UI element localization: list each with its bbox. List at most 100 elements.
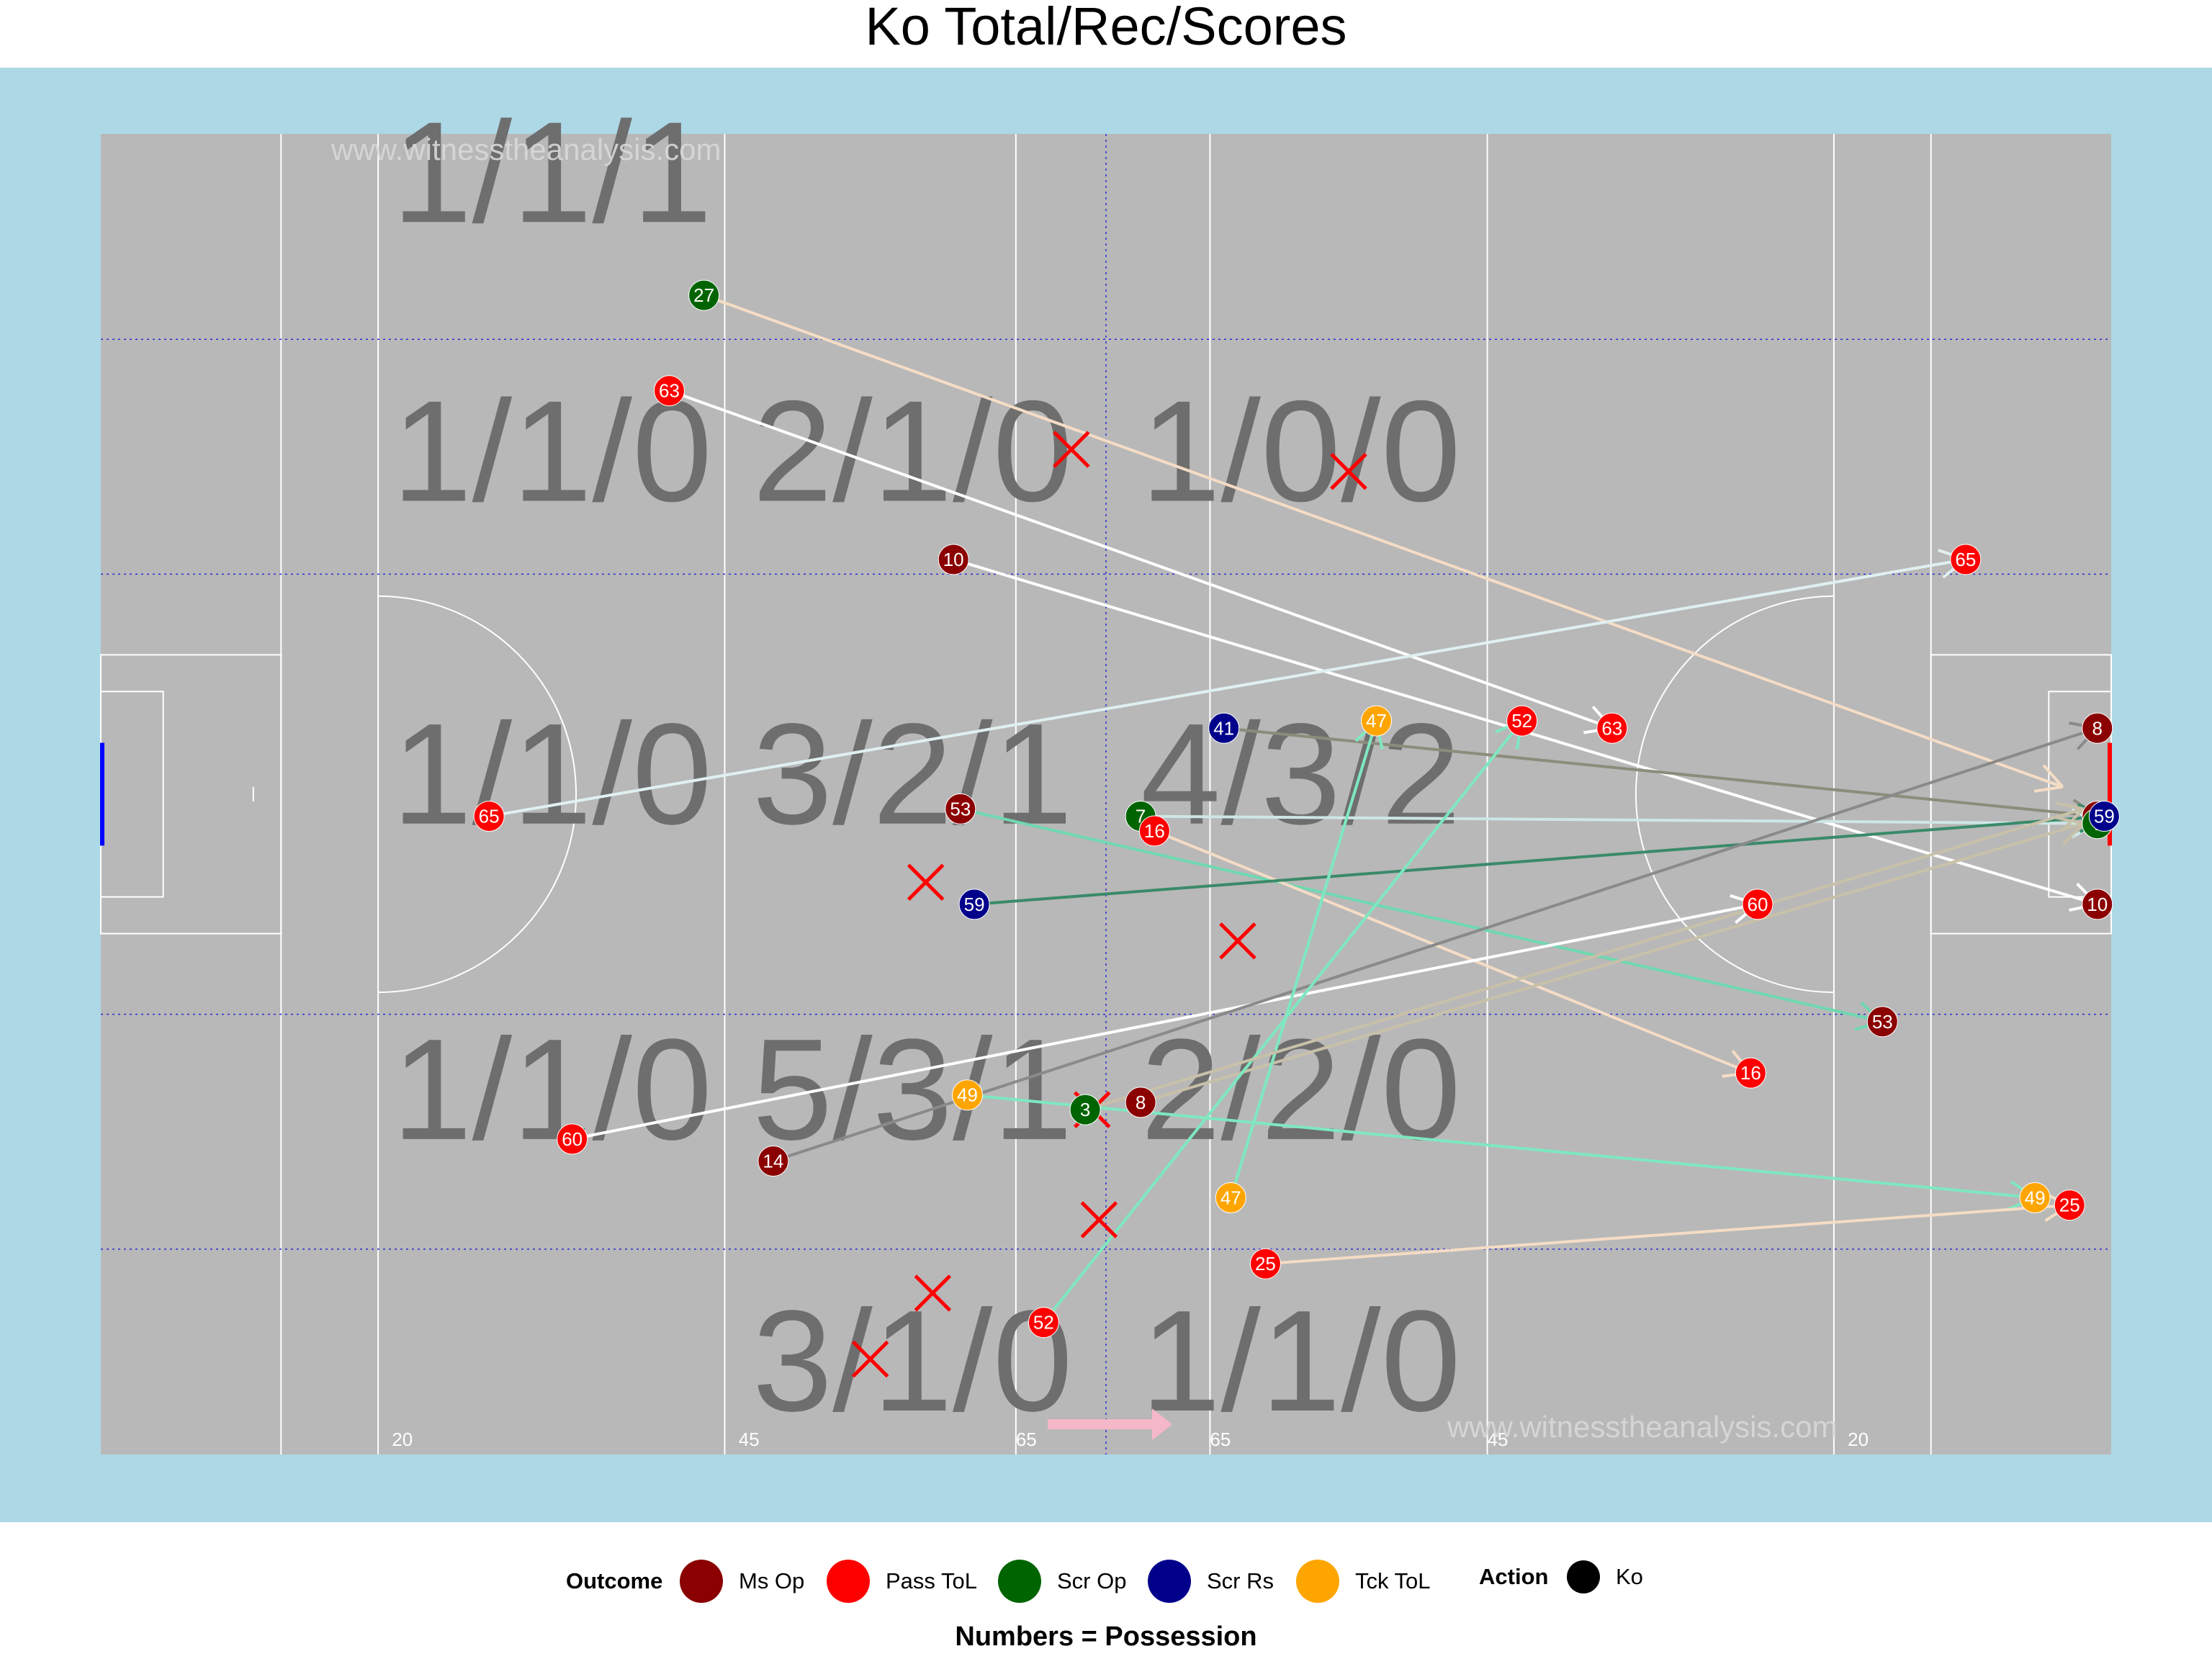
kickout-end-marker xyxy=(1742,889,1773,920)
miss-x-mark xyxy=(1219,922,1256,960)
kickout-end-label: 63 xyxy=(1601,717,1622,739)
chart-title: Ko Total/Rec/Scores xyxy=(865,0,1347,56)
kickout-end-label: 10 xyxy=(2087,894,2108,915)
kickout-points: 2763631010656541145353771616595960601484… xyxy=(473,279,2120,1339)
yard-label: 20 xyxy=(392,1429,413,1450)
kickout-end-marker xyxy=(1950,544,1982,575)
kickout-line xyxy=(1265,1203,2070,1266)
kickout-arrowhead xyxy=(2042,764,2064,788)
kickout-start-marker xyxy=(938,544,969,575)
legend-action-swatch xyxy=(1567,1560,1600,1593)
kickout-end-label: 16 xyxy=(1740,1062,1761,1084)
kickout-line xyxy=(668,389,1613,730)
kickout-start-marker xyxy=(1215,1182,1246,1213)
kickout-start-marker xyxy=(1069,1094,1101,1125)
legend-outcome-title: Outcome xyxy=(566,1568,663,1593)
legend-item: Pass ToL xyxy=(827,1560,977,1603)
kickout-start-label: 27 xyxy=(693,284,714,306)
kickout-start-marker xyxy=(757,1145,789,1177)
kickout-end-label: 65 xyxy=(1955,549,1976,570)
kickout-end-marker xyxy=(1506,705,1538,737)
kickout-start-marker xyxy=(1249,1248,1281,1280)
zone-label: 3/2/1 xyxy=(752,694,1073,855)
kickout-start-marker xyxy=(1208,712,1240,744)
zone-label: 1/1/0 xyxy=(392,1010,712,1170)
miss-x-mark xyxy=(1053,431,1090,468)
kickout-start-marker xyxy=(473,801,505,832)
kickout-arrowhead xyxy=(2033,785,2063,793)
miss-x-mark xyxy=(914,1274,952,1312)
kickout-end-label: 60 xyxy=(1748,894,1768,915)
yard-label: 45 xyxy=(739,1429,760,1450)
legend-action-label: Ko xyxy=(1616,1564,1643,1589)
kickout-end-label: 53 xyxy=(1872,1011,1893,1033)
zone-label: 4/3/2 xyxy=(1141,694,1461,855)
kickout-end-marker xyxy=(2088,801,2120,832)
watermark: www.witnesstheanalysis.com xyxy=(331,132,721,166)
legend-swatch xyxy=(1148,1560,1191,1603)
yard-label: 65 xyxy=(1210,1429,1231,1450)
kickout-line xyxy=(960,807,1883,1023)
legend-swatch xyxy=(827,1560,870,1603)
kickout-start-label: 25 xyxy=(1255,1253,1276,1274)
yard-label: 65 xyxy=(1016,1429,1037,1450)
grid-lines xyxy=(101,134,2111,1455)
kickout-start-label: 16 xyxy=(1144,820,1165,842)
legend-item: Tck ToL xyxy=(1296,1560,1431,1603)
kickout-start-label: 41 xyxy=(1213,717,1234,739)
watermarks: www.witnesstheanalysis.com www.witnessthe… xyxy=(331,132,1838,1444)
legend-action-item: Ko xyxy=(1567,1555,1643,1599)
watermark: www.witnesstheanalysis.com xyxy=(1447,1410,1838,1444)
kickout-line xyxy=(974,814,2105,906)
kickout-arrowhead xyxy=(2054,816,2084,825)
kickout-start-marker xyxy=(557,1123,588,1155)
kickout-end-label: 59 xyxy=(2094,806,2115,827)
kickout-end-marker xyxy=(1596,712,1628,744)
kickout-end-label: 8 xyxy=(2092,717,2103,739)
kickout-end-marker xyxy=(1360,705,1392,737)
miss-marks xyxy=(851,431,1367,1378)
legend-label: Ms Op xyxy=(739,1568,805,1593)
kickout-start-label: 10 xyxy=(943,549,964,570)
kickout-start-label: 52 xyxy=(1033,1312,1054,1334)
arc-left xyxy=(378,595,577,994)
kickout-end-marker xyxy=(1866,1006,1898,1038)
kickout-start-label: 53 xyxy=(950,798,971,819)
kickout-start-label: 63 xyxy=(659,380,680,402)
legend-swatch xyxy=(680,1560,723,1603)
zone-label: 5/3/1 xyxy=(752,1010,1073,1170)
zone-label: 1/1/0 xyxy=(392,694,712,855)
kickout-line xyxy=(1042,719,1524,1323)
kickout-start-label: 8 xyxy=(1136,1092,1146,1113)
miss-x-mark xyxy=(851,1340,889,1378)
kickout-start-marker xyxy=(653,375,685,407)
kickout-line xyxy=(572,902,1758,1141)
kickout-end-marker xyxy=(1735,1057,1766,1089)
legend-swatch xyxy=(1296,1560,1339,1603)
kickout-start-marker xyxy=(958,889,990,920)
zone-label: 2/2/0 xyxy=(1141,1010,1461,1170)
kickout-start-label: 3 xyxy=(1080,1099,1090,1120)
kickout-start-label: 47 xyxy=(1220,1187,1241,1208)
kickout-end-marker xyxy=(2082,889,2113,920)
kickout-line xyxy=(1140,822,2085,1104)
kickout-end-label: 25 xyxy=(2059,1195,2080,1216)
kickout-start-label: 59 xyxy=(964,894,985,915)
miss-x-mark xyxy=(907,863,945,902)
arc-right xyxy=(1635,595,1834,994)
miss-x-mark xyxy=(1330,452,1367,490)
kickout-start-label: 49 xyxy=(957,1084,978,1106)
kickout-line xyxy=(488,557,1966,818)
kickout-arrowhead xyxy=(2062,822,2085,845)
zone-label: 1/1/0 xyxy=(1141,1281,1461,1442)
kickout-line xyxy=(1141,814,2098,825)
kickout-arrowhead xyxy=(2062,807,2085,831)
kickout-start-marker xyxy=(688,279,720,311)
legend-label: Scr Op xyxy=(1057,1568,1127,1593)
yard-labels: 20 45 65 65 45 20 xyxy=(392,1429,1869,1450)
kickout-end-label: 47 xyxy=(1366,710,1387,732)
zone-label: 3/1/0 xyxy=(752,1281,1073,1442)
yard-label: 20 xyxy=(1848,1429,1869,1450)
legend: Outcome Ms Op Pass ToL Scr Op Scr Rs Tck ToL… xyxy=(0,1548,2212,1613)
